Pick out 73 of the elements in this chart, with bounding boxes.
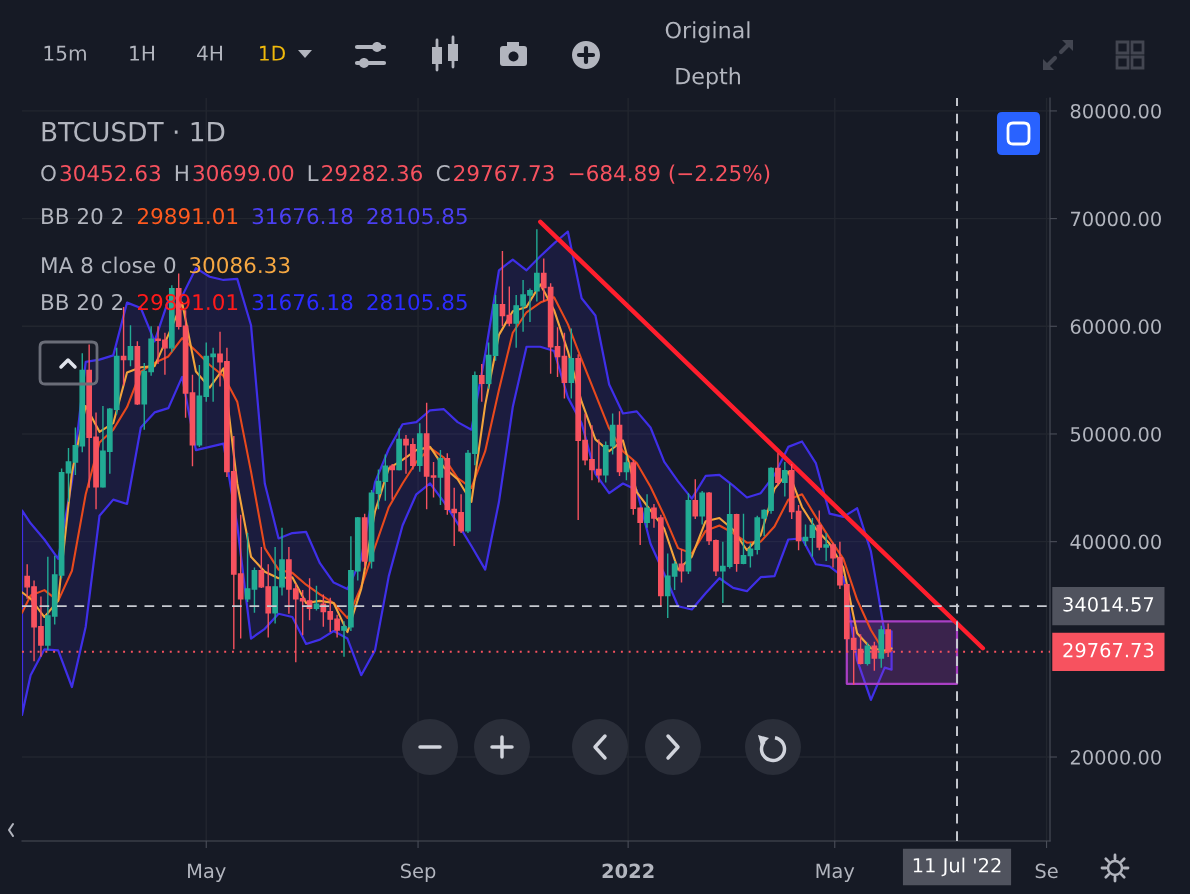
candlestick (781, 461, 788, 498)
x-tick-label: Sep (401, 863, 436, 883)
candlestick (554, 326, 561, 378)
text: 15m (44, 45, 86, 61)
x-tick-label: 2022 (602, 863, 654, 879)
ref-line-label: 29767.73 (1063, 642, 1154, 658)
candlestick (692, 478, 699, 520)
annotation: 28105.85 (367, 207, 467, 225)
candlestick (568, 327, 575, 400)
ref-line-label: 34014.57 (1063, 597, 1154, 612)
text: 1H (130, 45, 154, 61)
x-tick-label: Se (1035, 863, 1058, 879)
candlestick (878, 624, 885, 669)
text: Depth (676, 67, 740, 89)
annotation: C (436, 164, 450, 182)
annotation: H (175, 165, 188, 181)
annotation: 29767.73 (454, 164, 554, 182)
candlestick (561, 332, 568, 400)
y-tick-label: 70000.00 (1071, 211, 1161, 227)
candlestick (368, 489, 375, 570)
candlestick (802, 523, 809, 547)
y-tick-label: 20000.00 (1070, 749, 1161, 765)
annotation: MA 8 close 0 (42, 256, 176, 274)
candlestick (65, 447, 72, 503)
y-tick-label: 50000.00 (1070, 426, 1161, 442)
annotation: O (41, 164, 56, 182)
x-tick-label: May (816, 863, 855, 883)
y-tick-label: 60000.00 (1070, 319, 1161, 334)
candlestick (244, 532, 251, 603)
annotation: 29891.01 (137, 207, 238, 225)
candlestick (678, 548, 685, 584)
annotation: −684.89 (−2.25%) (569, 164, 770, 184)
candlestick (389, 463, 396, 501)
candlestick (699, 490, 706, 526)
y-tick-label: 80000.00 (1070, 103, 1161, 119)
text: 4H (197, 45, 222, 61)
candlestick (616, 410, 623, 477)
y-tick-label: 40000.00 (1070, 534, 1161, 550)
annotation: BB 20 2 (42, 293, 123, 311)
x-tick-label: May (188, 863, 226, 883)
annotation: BB 20 2 (42, 207, 123, 225)
candlestick (189, 374, 196, 467)
candlestick (864, 642, 871, 667)
candlestick (361, 512, 368, 569)
annotation: 31676.18 (252, 207, 353, 225)
candlestick (775, 452, 781, 487)
candlestick (437, 449, 444, 506)
annotation: 29282.36 (322, 164, 422, 182)
ref-line-label: 11 Jul '22 (913, 857, 1001, 877)
candlestick (485, 341, 492, 390)
annotation: 28105.85 (367, 293, 467, 311)
candlestick (823, 532, 829, 562)
candlestick (134, 340, 141, 406)
candlestick (492, 294, 499, 362)
candlestick (396, 427, 402, 472)
candlestick (809, 517, 816, 558)
candlestick (644, 493, 650, 529)
candlestick (478, 363, 485, 403)
annotation: 30452.63 (60, 164, 160, 182)
candlestick (816, 509, 823, 551)
annotation: 30699.00 (193, 164, 294, 182)
text: 1D (260, 45, 285, 61)
annotation: L (308, 165, 319, 181)
annotation: 31676.18 (252, 293, 353, 311)
candlestick (623, 454, 630, 481)
annotation: 30086.33 (190, 256, 290, 274)
text: BTCUSDT · 1D (42, 121, 225, 142)
candlestick (416, 422, 423, 473)
candlestick (251, 566, 258, 614)
text: Original (665, 21, 750, 43)
candlestick (313, 585, 320, 612)
candlestick (127, 324, 134, 367)
candlestick (740, 512, 747, 565)
